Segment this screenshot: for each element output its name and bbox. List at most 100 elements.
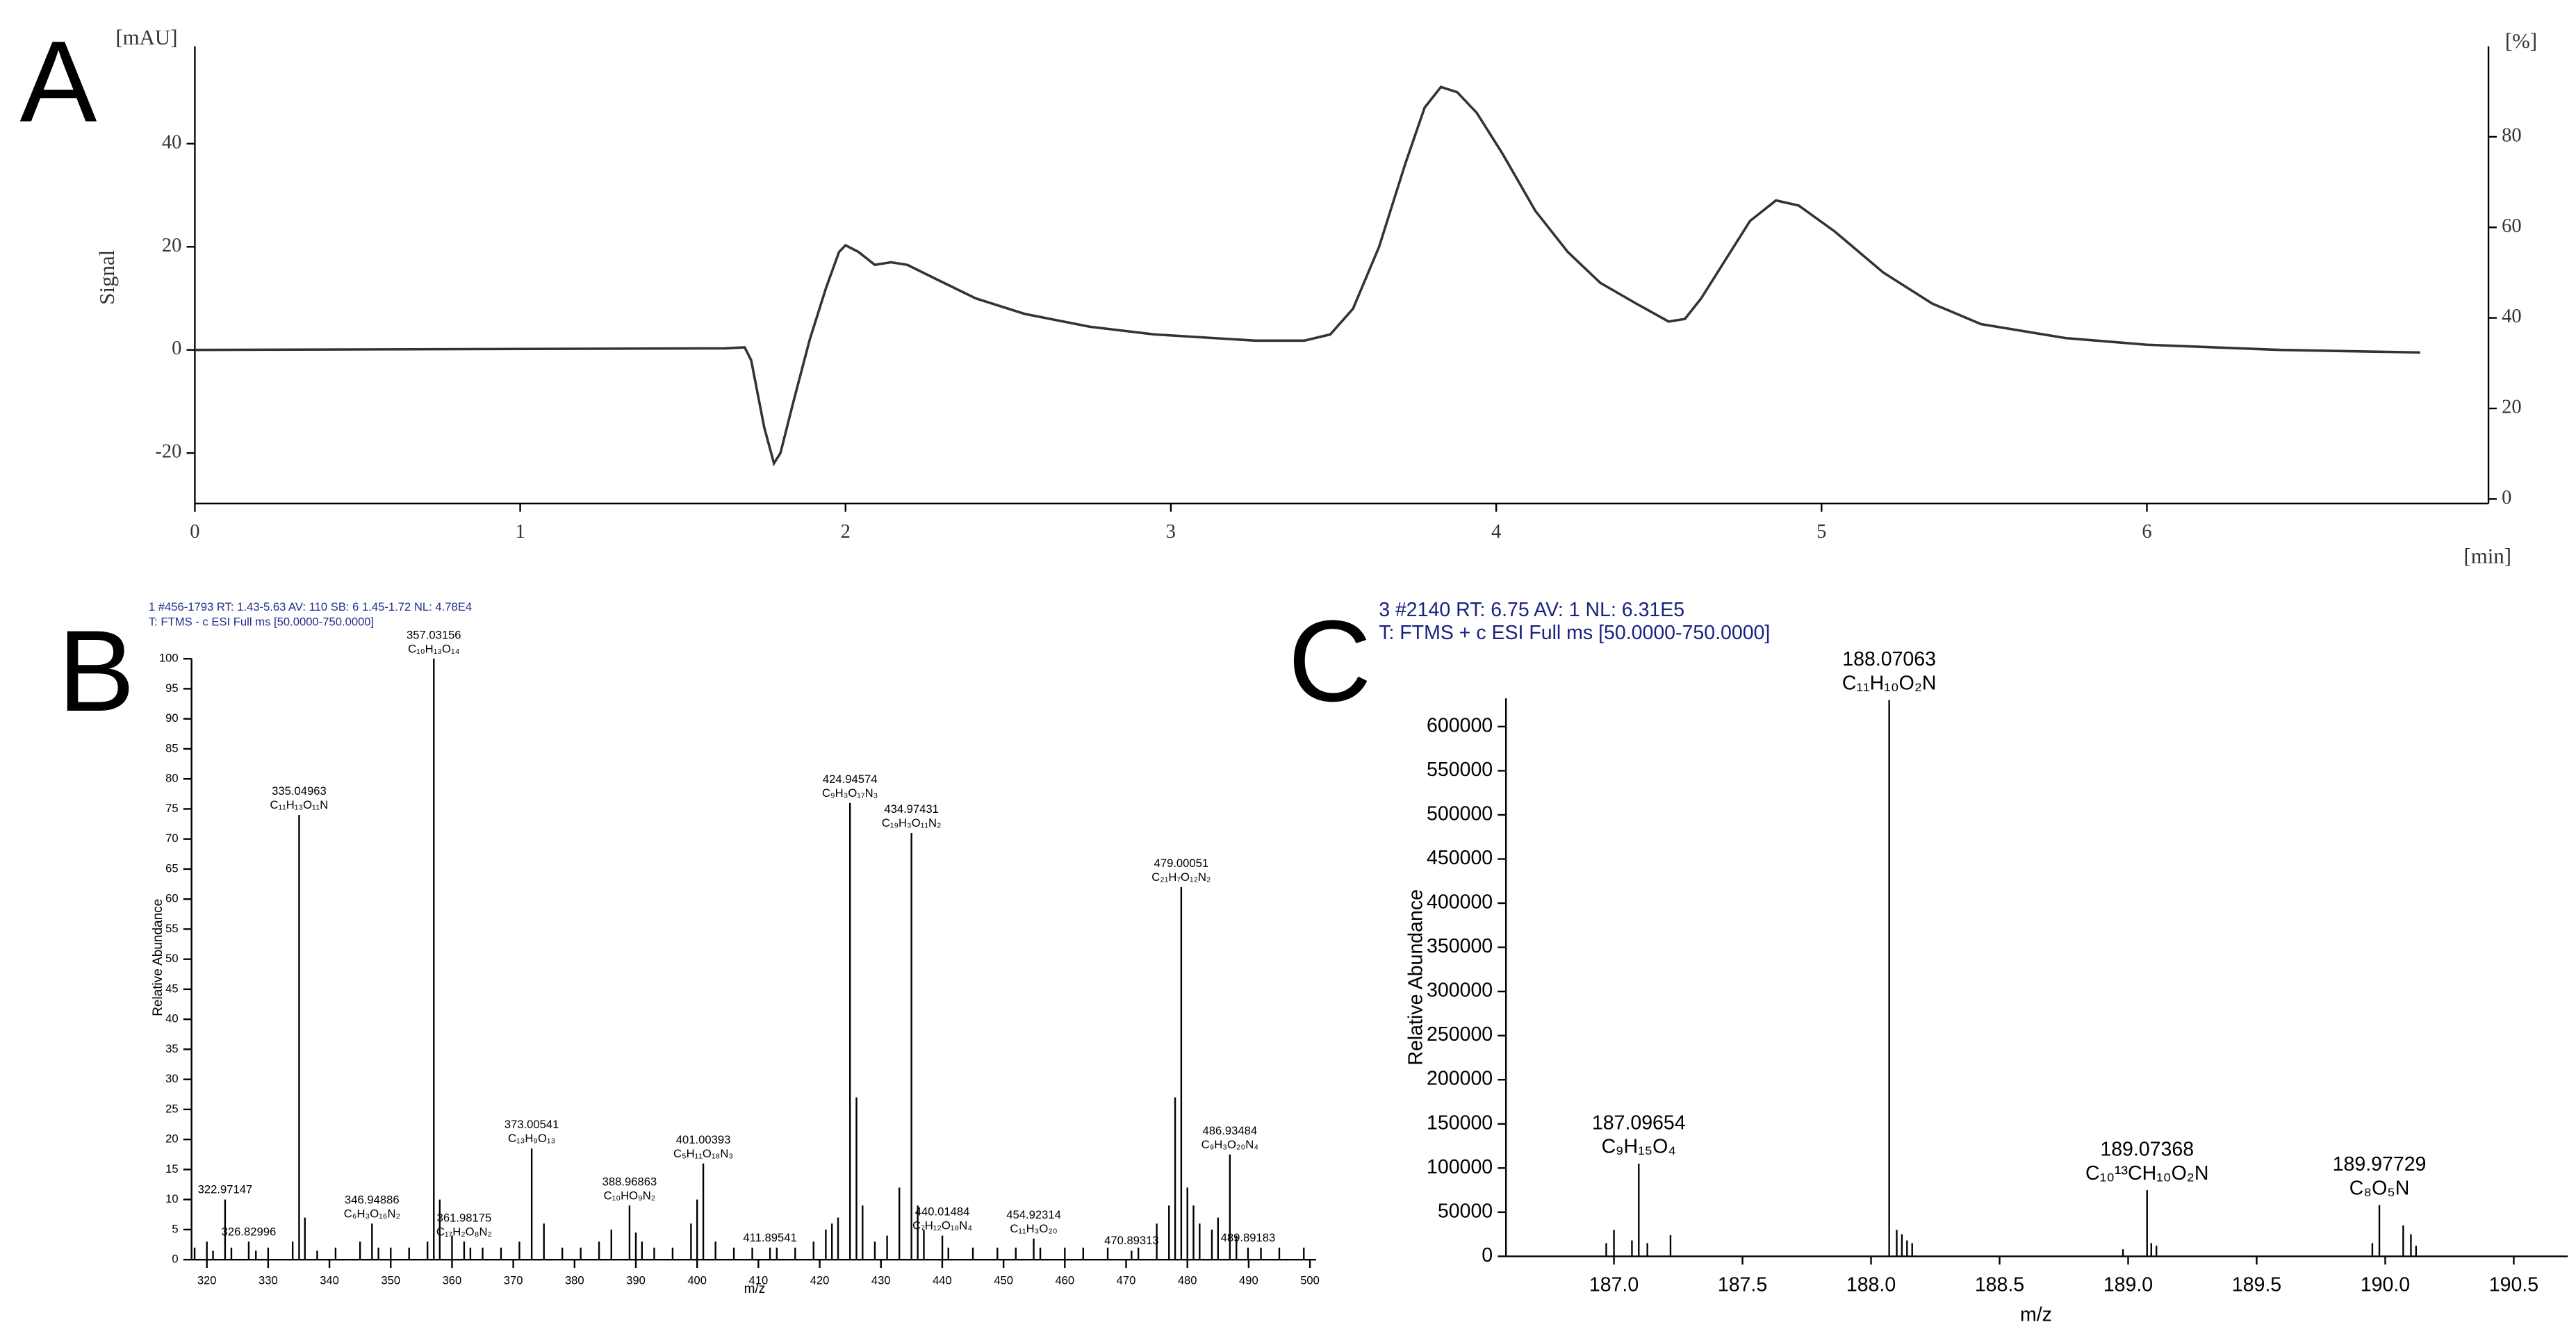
x-tick-label: 187.5 xyxy=(1718,1274,1767,1296)
y-axis-label: Signal xyxy=(95,250,119,305)
peak-label: 322.97147 xyxy=(198,1183,253,1196)
peak-formula: C₁₀¹³CH₁₀O₂N xyxy=(2085,1162,2208,1184)
peak-label: 411.89541 xyxy=(743,1231,796,1244)
peak-label: 454.92314 xyxy=(1006,1208,1061,1221)
peak-formula: C₁₃H₉O₁₃ xyxy=(508,1132,555,1145)
y2-tick-label: 20 xyxy=(2502,396,2522,418)
peak-label: 188.07063 xyxy=(1842,648,1936,670)
peak-label: 189.97729 xyxy=(2333,1153,2427,1175)
x-tick-label: 390 xyxy=(626,1273,646,1287)
y-tick-label: 70 xyxy=(165,832,179,845)
x-axis-label: m/z xyxy=(744,1282,766,1296)
x-tick-label: 189.0 xyxy=(2103,1274,2153,1296)
y-tick-label: 35 xyxy=(165,1042,179,1055)
y-tick-label: 300000 xyxy=(1427,980,1493,1002)
signal-line xyxy=(195,85,2420,467)
peak-label: 357.03156 xyxy=(407,628,461,641)
scan-header: 3 #2140 RT: 6.75 AV: 1 NL: 6.31E5 xyxy=(1379,599,1684,621)
peak-label: 335.04963 xyxy=(272,784,327,798)
peak-label: 401.00393 xyxy=(676,1133,731,1146)
x-tick-label: 340 xyxy=(320,1273,339,1287)
peak-formula: C₅H₁₁O₁₈N₃ xyxy=(673,1147,733,1160)
x-tick-label: 2 xyxy=(841,521,851,543)
peak-label: 189.07368 xyxy=(2100,1139,2194,1161)
peak-formula: C₁₁H₃O₂₀ xyxy=(1010,1222,1057,1235)
y-tick-label: 600000 xyxy=(1427,714,1493,736)
x-tick-label: 500 xyxy=(1300,1273,1320,1287)
panel-letter: A xyxy=(20,17,97,147)
x-tick-label: 4 xyxy=(1491,521,1501,543)
y-tick-label: 50000 xyxy=(1438,1200,1493,1222)
y-tick-label: -20 xyxy=(155,441,181,463)
x-tick-label: 490 xyxy=(1239,1273,1258,1287)
peak-label: 373.00541 xyxy=(504,1118,559,1131)
y-tick-label: 30 xyxy=(165,1072,179,1085)
peak-formula: C₁₇H₂O₈N₂ xyxy=(436,1225,492,1238)
peak-formula: C₇H₁₂O₁₈N₄ xyxy=(912,1219,972,1232)
y-tick-label: 450000 xyxy=(1427,847,1493,869)
x-axis-label: m/z xyxy=(2020,1303,2052,1326)
peak-label: 440.01484 xyxy=(915,1205,970,1219)
y-tick-label: 75 xyxy=(165,802,179,815)
panel-letter: C xyxy=(1288,597,1372,726)
x-tick-label: 188.5 xyxy=(1975,1274,2024,1296)
y2-unit: [%] xyxy=(2505,28,2537,53)
y-tick-label: 100000 xyxy=(1427,1156,1493,1178)
y-tick-label: 400000 xyxy=(1427,891,1493,914)
panel-letter: B xyxy=(58,606,135,736)
y2-tick-label: 40 xyxy=(2502,306,2522,327)
scan-header: T: FTMS - c ESI Full ms [50.0000-750.000… xyxy=(149,615,374,628)
y-axis-label: Relative Abundance xyxy=(1404,889,1427,1066)
x-tick-label: 430 xyxy=(871,1273,891,1287)
y-unit: [mAU] xyxy=(115,25,177,49)
peak-label: 424.94574 xyxy=(823,773,878,786)
scan-header: T: FTMS + c ESI Full ms [50.0000-750.000… xyxy=(1379,622,1770,644)
y2-tick-label: 60 xyxy=(2502,215,2522,237)
x-tick-label: 400 xyxy=(687,1273,707,1287)
x-tick-label: 188.0 xyxy=(1846,1274,1896,1296)
y-tick-label: 45 xyxy=(165,982,179,995)
y-tick-label: 95 xyxy=(165,682,179,695)
y-tick-label: 15 xyxy=(165,1162,179,1175)
y-tick-label: 60 xyxy=(165,892,179,905)
y-tick-label: 65 xyxy=(165,861,179,875)
peak-label: 486.93484 xyxy=(1203,1124,1258,1137)
x-tick-label: 1 xyxy=(515,521,525,543)
peak-formula: C₁₉H₃O₁₁N₂ xyxy=(882,816,942,829)
y-tick-label: 150000 xyxy=(1427,1112,1493,1134)
y-tick-label: 90 xyxy=(165,711,179,725)
y-tick-label: 55 xyxy=(165,922,179,935)
y-tick-label: 500000 xyxy=(1427,802,1493,825)
y-tick-label: 85 xyxy=(165,741,179,754)
x-tick-label: 189.5 xyxy=(2232,1274,2281,1296)
x-tick-label: 330 xyxy=(259,1273,278,1287)
y-tick-label: 0 xyxy=(1482,1244,1493,1266)
x-tick-label: 410 xyxy=(749,1273,769,1287)
peak-formula: C₈O₅N xyxy=(2349,1177,2410,1199)
peak-formula: C₉H₃O₂₀N₄ xyxy=(1201,1138,1259,1151)
x-tick-label: 190.0 xyxy=(2361,1274,2410,1296)
y-tick-label: 550000 xyxy=(1427,759,1493,781)
peak-formula: C₁₀HO₉N₂ xyxy=(604,1189,656,1202)
y-axis-label: Relative Abundance xyxy=(151,899,165,1016)
peak-formula: C₂₁H₇O₁₂N₂ xyxy=(1151,870,1211,884)
x-tick-label: 3 xyxy=(1166,521,1176,543)
y-tick-label: 20 xyxy=(162,235,181,256)
x-tick-label: 6 xyxy=(2142,521,2151,543)
peak-formula: C₉H₁₅O₄ xyxy=(1602,1136,1676,1158)
y-tick-label: 40 xyxy=(165,1012,179,1025)
x-tick-label: 5 xyxy=(1816,521,1826,543)
y-tick-label: 25 xyxy=(165,1102,179,1115)
y-tick-label: 0 xyxy=(172,338,181,359)
x-tick-label: 190.5 xyxy=(2489,1274,2538,1296)
x-tick-label: 0 xyxy=(190,521,199,543)
x-tick-label: 420 xyxy=(810,1273,830,1287)
scan-header: 1 #456-1793 RT: 1.43-5.63 AV: 110 SB: 6 … xyxy=(149,600,472,613)
peak-label: 361.98175 xyxy=(437,1211,492,1224)
x-tick-label: 360 xyxy=(443,1273,462,1287)
y-tick-label: 5 xyxy=(172,1222,178,1235)
peak-label: 187.09654 xyxy=(1592,1112,1686,1134)
y-tick-label: 100 xyxy=(159,652,179,665)
x-tick-label: 187.0 xyxy=(1589,1274,1639,1296)
